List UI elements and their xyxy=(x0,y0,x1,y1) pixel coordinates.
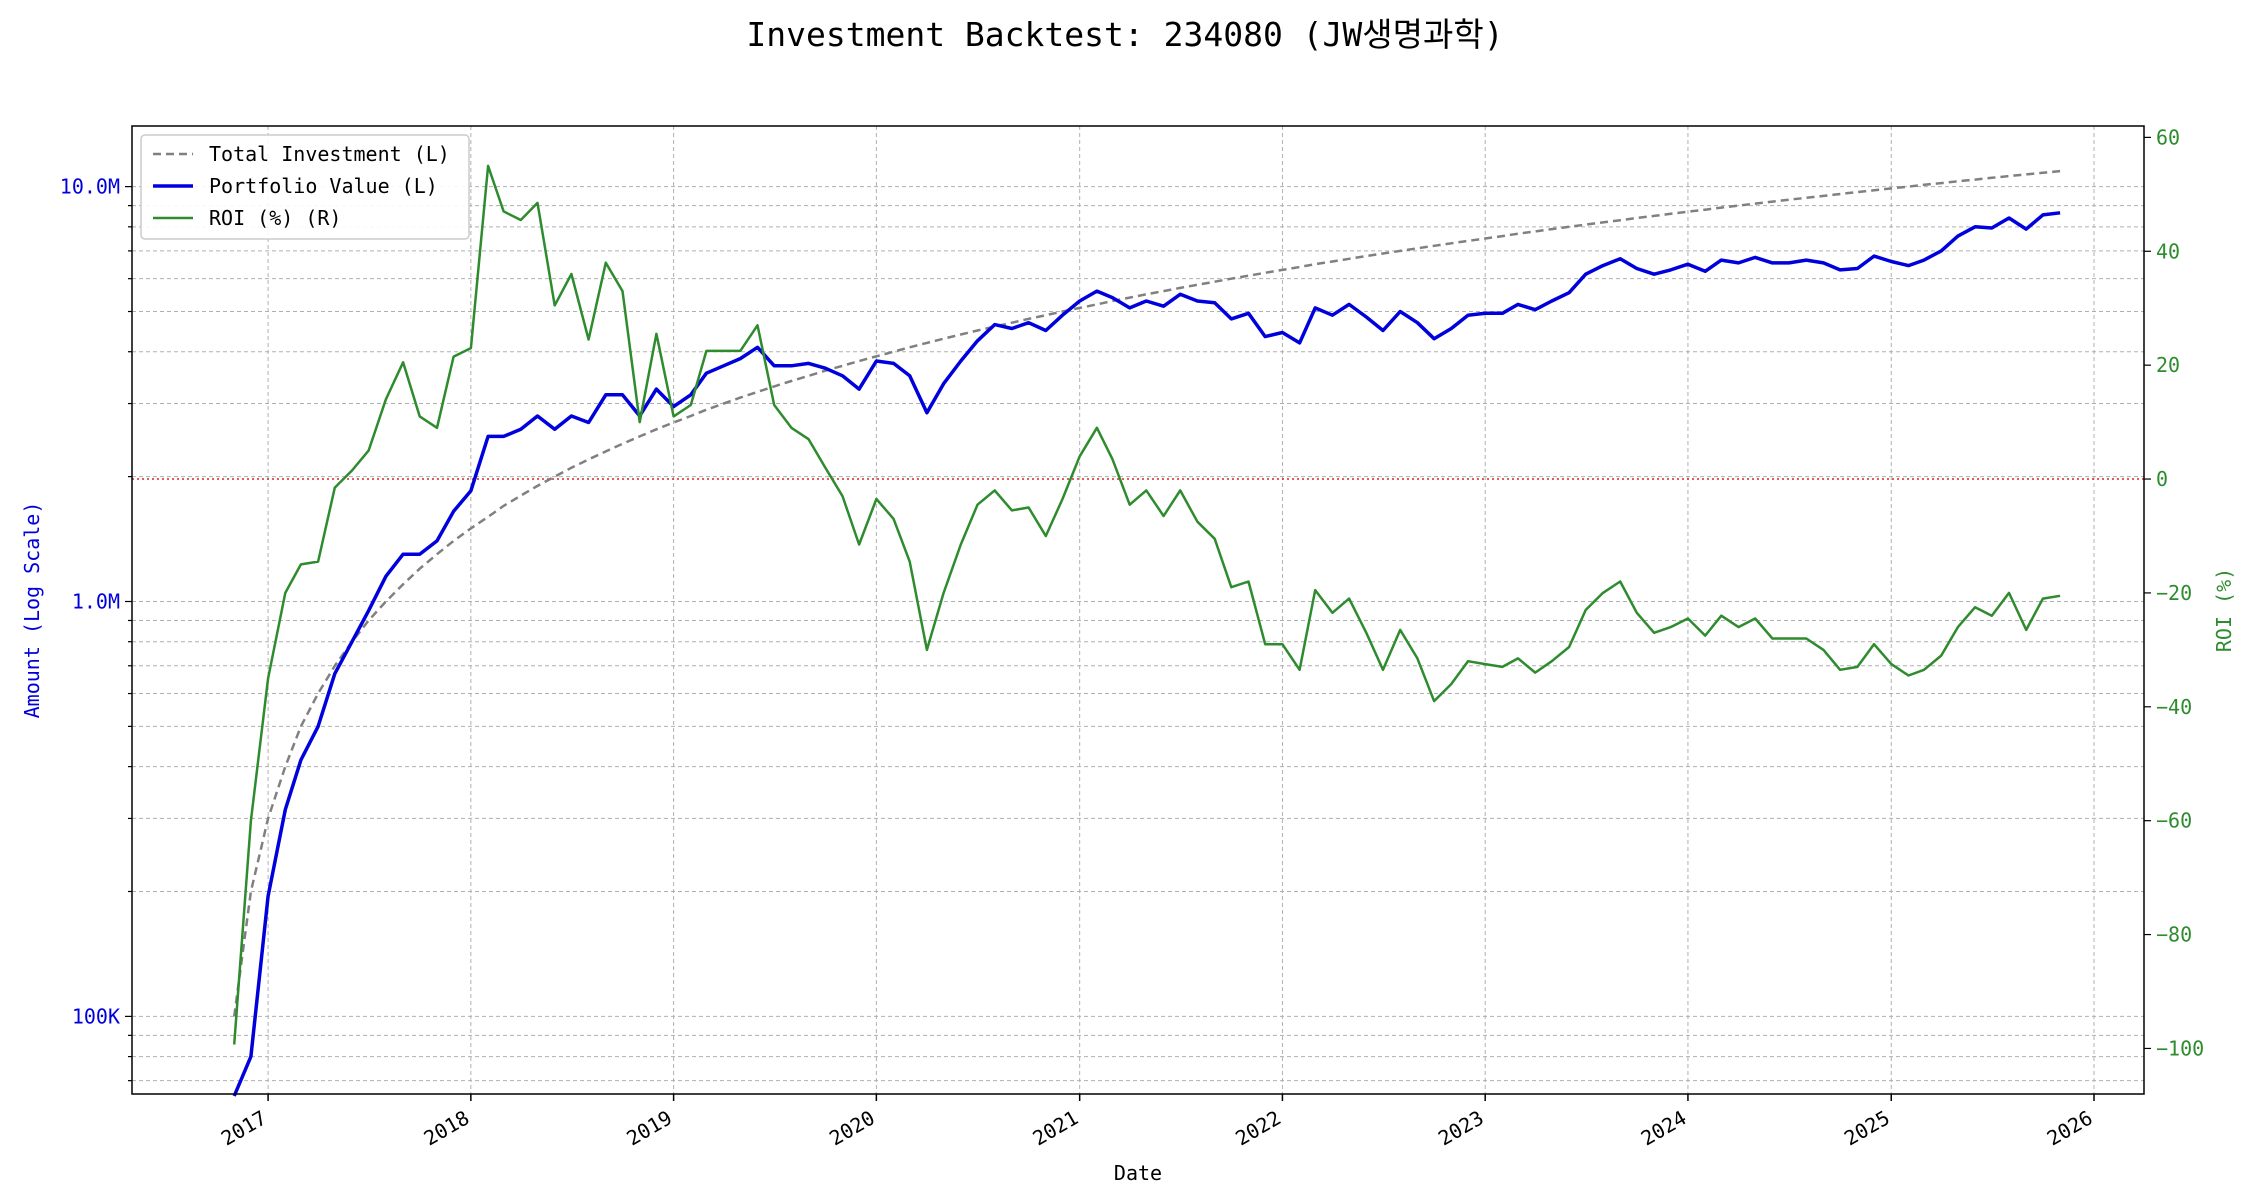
x-tick-label: 2017 xyxy=(217,1106,271,1151)
right-tick-label: 0 xyxy=(2156,467,2168,491)
right-tick-label: −20 xyxy=(2156,581,2192,605)
x-tick-label: 2019 xyxy=(622,1106,676,1151)
x-tick-label: 2018 xyxy=(420,1106,474,1151)
series xyxy=(232,164,2061,1097)
left-axis-ticks: 100K 1.0M 10.0M xyxy=(60,175,132,1082)
series-line-total-investment xyxy=(232,169,2061,1017)
x-tick-label: 2020 xyxy=(825,1106,879,1151)
right-tick-label: 40 xyxy=(2156,239,2180,263)
series-line-roi xyxy=(232,164,2061,1045)
left-tick-label: 1.0M xyxy=(72,590,120,614)
right-axis-ticks: 60 40 20 0 −20 −40 −60 −80 −100 xyxy=(2144,125,2204,1060)
left-tick-label: 100K xyxy=(72,1004,120,1028)
series-line-portfolio-value xyxy=(232,211,2061,1097)
right-axis-label: ROI (%) xyxy=(2212,568,2236,652)
legend-label-portfolio-value: Portfolio Value (L) xyxy=(209,174,438,198)
legend: Total Investment (L) Portfolio Value (L)… xyxy=(140,134,470,240)
right-tick-label: −80 xyxy=(2156,923,2192,947)
right-tick-label: −100 xyxy=(2156,1036,2204,1060)
grid xyxy=(132,126,2144,1094)
right-tick-label: 60 xyxy=(2156,125,2180,149)
x-tick-label: 2022 xyxy=(1231,1106,1285,1151)
legend-label-total-investment: Total Investment (L) xyxy=(209,142,450,166)
x-tick-label: 2021 xyxy=(1028,1106,1082,1151)
plot-frame xyxy=(131,125,2145,1095)
x-tick-label: 2026 xyxy=(2043,1106,2097,1151)
x-tick-label: 2023 xyxy=(1434,1106,1488,1151)
right-tick-label: −40 xyxy=(2156,695,2192,719)
legend-box xyxy=(140,134,470,240)
x-axis-label: Date xyxy=(1114,1161,1162,1185)
x-tick-label: 2025 xyxy=(1840,1106,1894,1151)
left-tick-label: 10.0M xyxy=(60,175,120,199)
right-tick-label: 20 xyxy=(2156,353,2180,377)
legend-label-roi: ROI (%) (R) xyxy=(209,206,341,230)
chart-title: Investment Backtest: 234080 (JW생명과학) xyxy=(746,15,1503,54)
left-axis-label: Amount (Log Scale) xyxy=(20,502,44,719)
x-axis-ticks: 2017 2018 2019 2020 2021 2022 2023 2024 2025 2026 xyxy=(217,1094,2097,1150)
right-tick-label: −60 xyxy=(2156,809,2192,833)
x-tick-label: 2024 xyxy=(1637,1106,1691,1151)
